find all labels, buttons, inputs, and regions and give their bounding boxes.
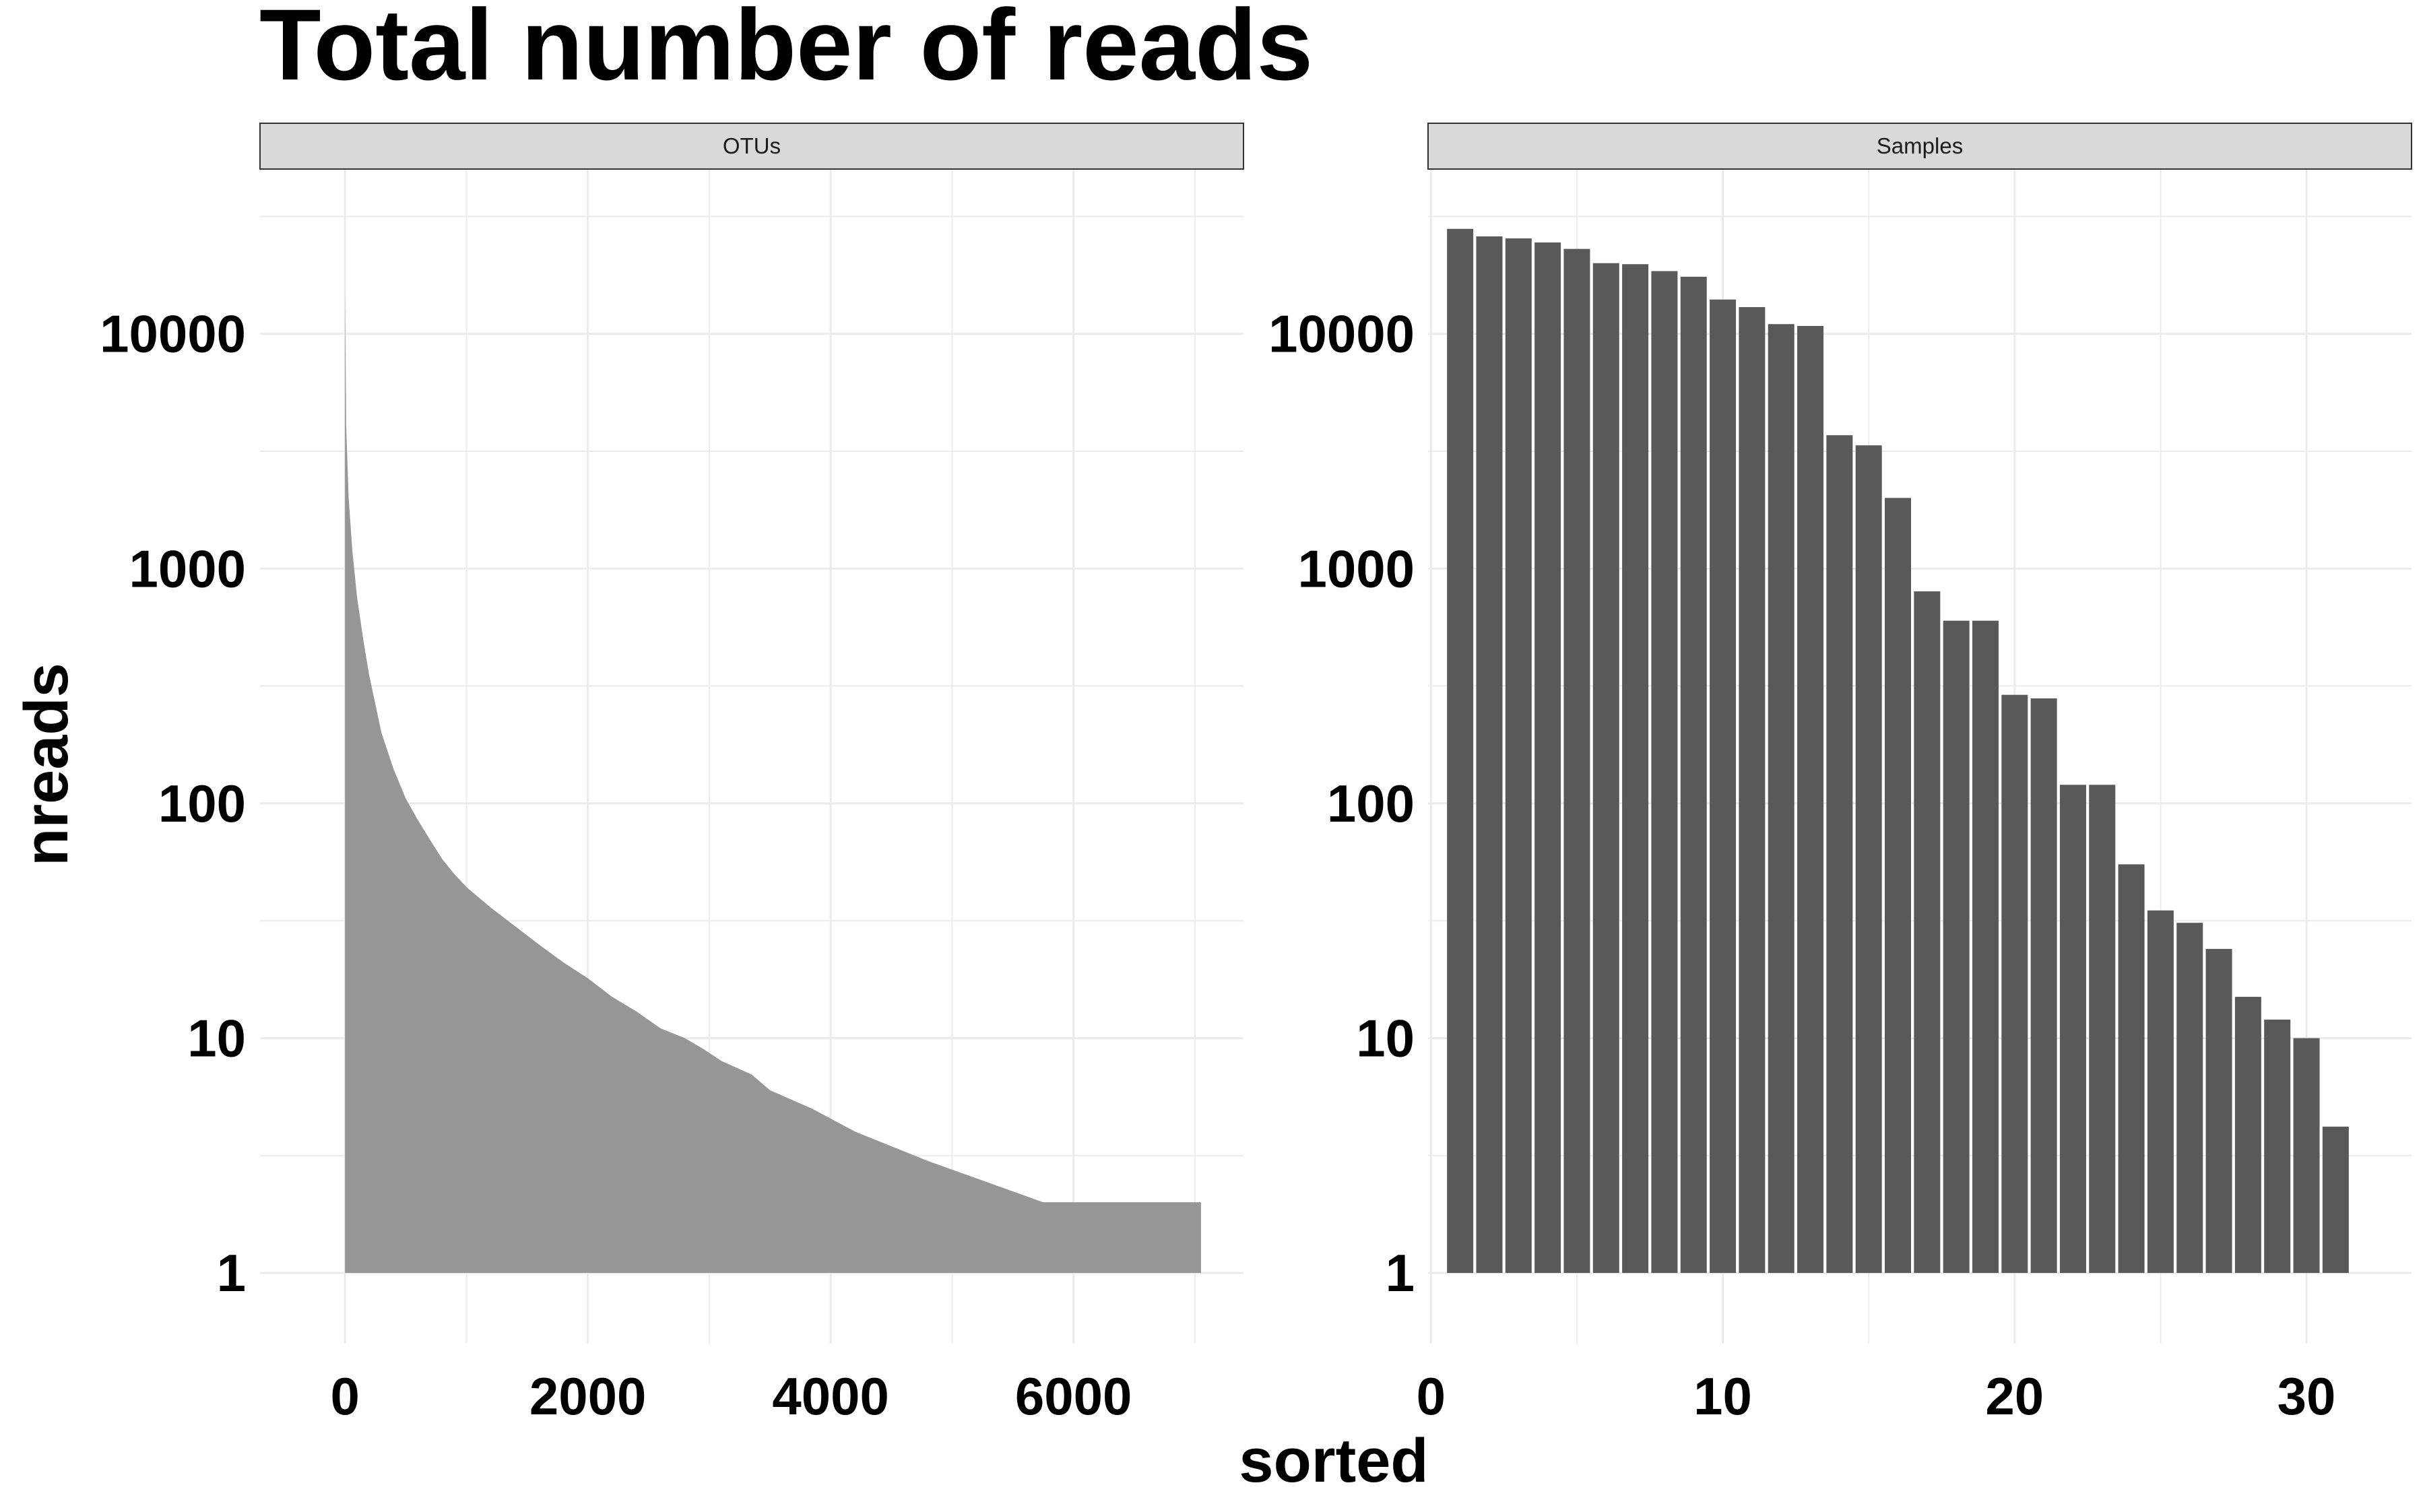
sample-bar: [1768, 324, 1795, 1274]
x-tick-label: 6000: [1015, 1367, 1132, 1426]
sample-bar: [1914, 591, 1941, 1274]
otu-curve: [345, 292, 1201, 1274]
sample-bar: [1563, 249, 1590, 1274]
y-tick-label: 1: [217, 1243, 246, 1303]
sample-bar: [1534, 242, 1561, 1274]
y-tick-label: 10000: [100, 304, 246, 364]
sample-bars: [1447, 228, 2349, 1274]
sample-bar: [2118, 864, 2145, 1274]
sample-bar: [1622, 264, 1649, 1274]
panel-otus: OTUs 1 10 100 1000 10000 0 2000 4000 6000: [100, 123, 1244, 1426]
x-tick-label: 30: [2277, 1367, 2336, 1426]
sample-bar: [1855, 445, 1882, 1274]
x-tick-labels: 0 10 20 30: [1417, 1367, 2336, 1426]
sample-bar: [1505, 238, 1532, 1274]
sample-bar: [2322, 1126, 2349, 1274]
sample-bar: [1972, 620, 1999, 1274]
y-tick-label: 1000: [129, 539, 246, 598]
strip-background: [1427, 123, 2412, 170]
sample-bar: [1592, 263, 1619, 1274]
sample-bar: [1885, 498, 1912, 1274]
sample-bar: [2030, 698, 2057, 1274]
sample-bar: [1739, 306, 1766, 1274]
otu-abundance-area: [345, 292, 1201, 1274]
sample-bar: [1476, 236, 1503, 1274]
sample-bar: [2147, 910, 2174, 1274]
sample-bar: [2089, 785, 2116, 1274]
sample-bar: [1447, 228, 1474, 1274]
y-axis-title: nreads: [12, 663, 81, 866]
sample-bar: [1680, 276, 1707, 1274]
sample-bar: [1651, 271, 1678, 1274]
x-tick-label: 2000: [529, 1367, 647, 1426]
sample-bar: [1710, 299, 1737, 1274]
y-tick-label: 10000: [1268, 304, 1415, 364]
sample-bar: [2176, 923, 2203, 1274]
x-tick-label: 0: [330, 1367, 359, 1426]
sample-bar: [2059, 785, 2086, 1274]
panel-samples: Samples 1 10 100 1000 10000 0 10 20 30: [1268, 123, 2412, 1426]
y-tick-labels: 1 10 100 1000 10000: [1268, 304, 1415, 1303]
x-tick-labels: 0 2000 4000 6000: [330, 1367, 1132, 1426]
sample-bar: [2234, 997, 2261, 1274]
chart-title: Total number of reads: [259, 0, 1313, 101]
x-tick-label: 10: [1693, 1367, 1752, 1426]
sample-bar: [1797, 326, 1824, 1274]
sample-bar: [1943, 620, 1970, 1274]
y-tick-label: 10: [187, 1008, 246, 1067]
strip-label-samples: Samples: [1877, 133, 1963, 158]
x-tick-label: 20: [1985, 1367, 2044, 1426]
y-tick-label: 1000: [1297, 539, 1415, 598]
x-tick-label: 4000: [772, 1367, 889, 1426]
y-tick-label: 10: [1356, 1008, 1415, 1067]
sample-bar: [2001, 694, 2028, 1274]
y-tick-label: 1: [1386, 1243, 1415, 1303]
y-tick-label: 100: [1327, 774, 1415, 833]
x-tick-label: 0: [1417, 1367, 1446, 1426]
x-axis-title: sorted: [1239, 1426, 1428, 1495]
sample-bar: [1826, 435, 1853, 1274]
strip-background: [259, 123, 1244, 170]
sample-bar: [2264, 1019, 2291, 1274]
sample-bar: [2293, 1038, 2320, 1274]
sample-bar: [2205, 948, 2232, 1274]
y-tick-label: 100: [158, 774, 246, 833]
strip-label-otus: OTUs: [723, 133, 781, 158]
y-tick-labels: 1 10 100 1000 10000: [100, 304, 246, 1303]
